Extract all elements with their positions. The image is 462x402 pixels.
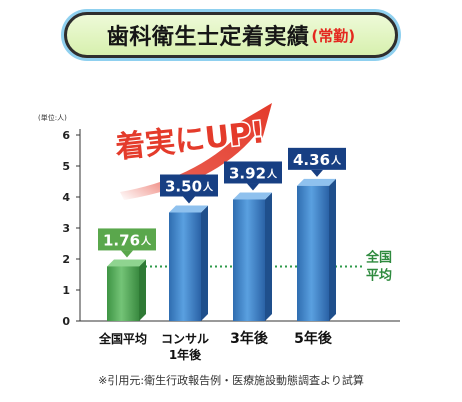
average-reference-label: 平均 bbox=[366, 267, 392, 283]
value-callout bbox=[288, 147, 346, 170]
y-tick-label: 0 bbox=[62, 315, 70, 328]
value-label: 3.92 bbox=[229, 164, 266, 182]
bar-side bbox=[329, 178, 336, 321]
page-title: 歯科衛生士定着実績 bbox=[106, 25, 310, 50]
y-tick-label: 2 bbox=[62, 253, 70, 266]
y-tick-label: 3 bbox=[62, 222, 70, 235]
bar-side bbox=[201, 205, 208, 321]
x-category-label: 3年後 bbox=[230, 330, 269, 347]
y-tick-label: 6 bbox=[62, 129, 70, 142]
x-category-label: 5年後 bbox=[294, 330, 333, 347]
page-subtitle: (常勤) bbox=[311, 26, 356, 45]
value-callout bbox=[160, 174, 218, 197]
average-bar bbox=[107, 266, 139, 321]
x-category-label: コンサル bbox=[161, 332, 209, 346]
bar bbox=[297, 185, 329, 321]
average-reference-label: 全国 bbox=[365, 249, 392, 265]
value-callout bbox=[224, 161, 282, 184]
value-callout-pointer bbox=[311, 169, 323, 177]
bar-top bbox=[169, 205, 208, 213]
bar-top bbox=[107, 259, 146, 267]
value-callout-pointer bbox=[183, 196, 195, 204]
value-callout-pointer bbox=[121, 250, 133, 258]
bar-side bbox=[265, 192, 272, 321]
value-unit-label: 人 bbox=[141, 234, 152, 247]
value-callout-pointer bbox=[247, 183, 259, 191]
source-footnote: ※引用元:衛生行政報告例・医療施設動態調査より試算 bbox=[98, 374, 364, 387]
value-unit-label: 人 bbox=[203, 181, 214, 194]
y-unit-label: (単位:人) bbox=[38, 113, 67, 122]
highlight-label: 着実にUP! bbox=[114, 115, 267, 165]
y-tick-label: 4 bbox=[62, 191, 70, 204]
bar-top bbox=[297, 178, 336, 186]
y-tick-label: 5 bbox=[62, 160, 70, 173]
value-unit-label: 人 bbox=[267, 167, 278, 180]
bar bbox=[169, 212, 201, 321]
value-label: 3.50 bbox=[165, 178, 202, 196]
title-banner: 歯科衛生士定着実績 (常勤) bbox=[64, 12, 398, 58]
value-label: 4.36 bbox=[293, 151, 330, 169]
x-category-label: 全国平均 bbox=[98, 331, 147, 346]
rising-arrow bbox=[120, 103, 272, 200]
y-tick-label: 1 bbox=[62, 284, 70, 297]
bar-top bbox=[233, 192, 272, 200]
x-category-label: 1年後 bbox=[169, 347, 202, 362]
value-unit-label: 人 bbox=[331, 154, 342, 167]
bar bbox=[233, 199, 265, 321]
value-callout bbox=[98, 228, 156, 251]
value-label: 1.76 bbox=[103, 231, 140, 249]
bar-side bbox=[139, 259, 146, 321]
